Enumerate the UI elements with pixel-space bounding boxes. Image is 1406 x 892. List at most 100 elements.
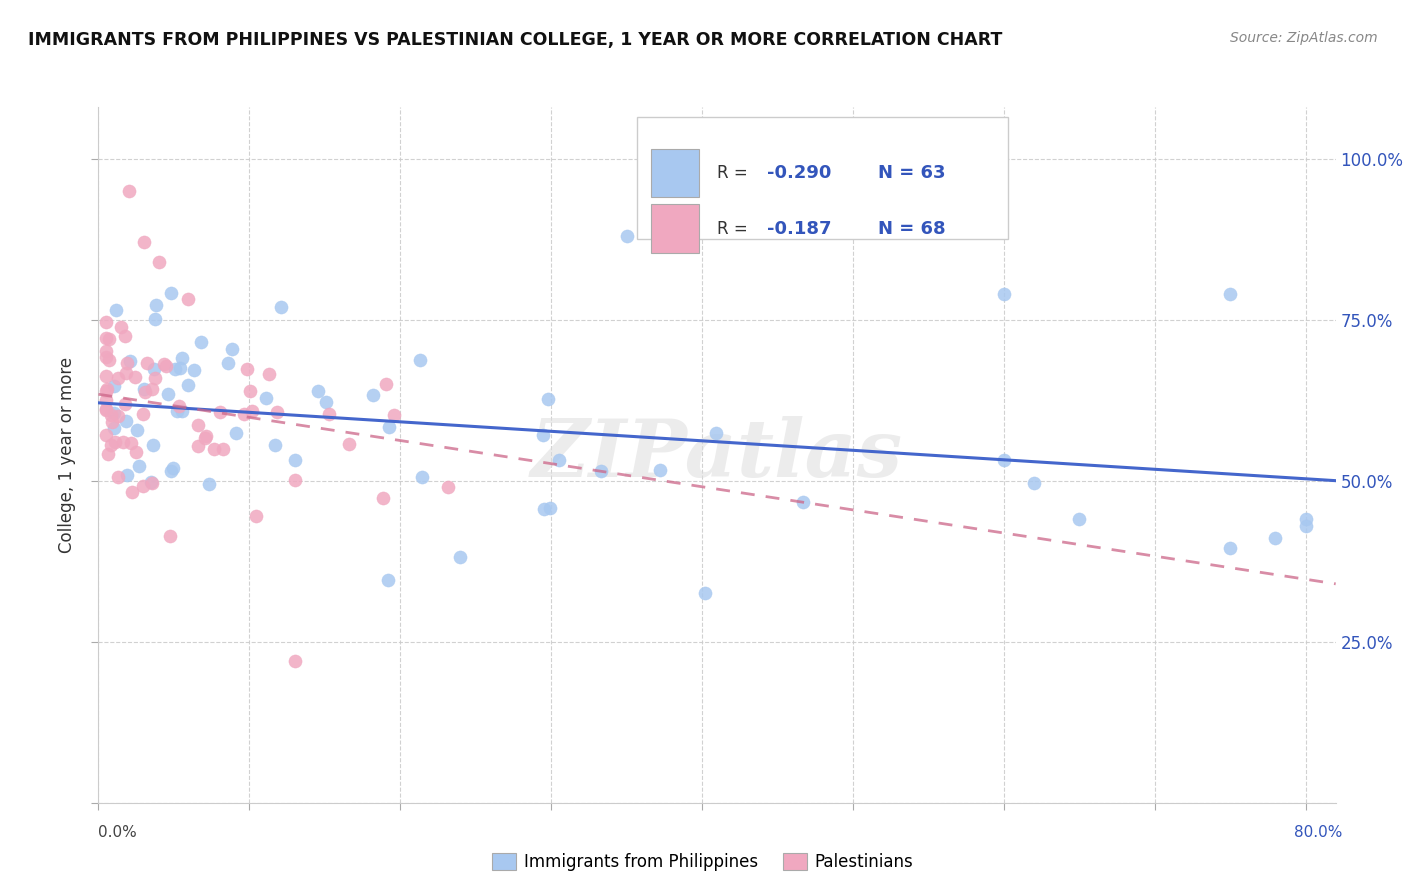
Point bbox=[94, 350, 117, 364]
Point bbox=[284, 452, 307, 467]
Point bbox=[94, 331, 117, 345]
Point bbox=[141, 476, 163, 491]
Point bbox=[114, 366, 136, 380]
Point bbox=[94, 427, 117, 442]
Point bbox=[198, 477, 221, 491]
Point bbox=[183, 362, 205, 376]
Point bbox=[132, 408, 155, 422]
Point bbox=[217, 356, 239, 370]
Point bbox=[101, 416, 124, 430]
Text: N = 68: N = 68 bbox=[877, 219, 945, 238]
Point bbox=[132, 383, 155, 397]
Point bbox=[143, 362, 166, 376]
Text: -0.290: -0.290 bbox=[766, 164, 831, 182]
Point bbox=[1295, 518, 1317, 533]
Point bbox=[1022, 475, 1045, 490]
Text: N = 63: N = 63 bbox=[877, 164, 945, 182]
Point bbox=[170, 403, 193, 417]
Point bbox=[114, 329, 136, 343]
Point bbox=[792, 495, 814, 509]
Point bbox=[436, 480, 458, 494]
Point bbox=[225, 425, 247, 440]
Point bbox=[233, 408, 256, 422]
Point bbox=[160, 464, 183, 478]
Point bbox=[117, 467, 139, 482]
Point bbox=[1069, 512, 1091, 526]
Text: 80.0%: 80.0% bbox=[1295, 825, 1343, 840]
Point bbox=[121, 484, 143, 499]
Point bbox=[190, 334, 212, 349]
Point bbox=[157, 387, 180, 401]
Legend: Immigrants from Philippines, Palestinians: Immigrants from Philippines, Palestinian… bbox=[484, 845, 922, 880]
Point bbox=[693, 585, 716, 599]
Point bbox=[125, 445, 148, 459]
Text: Source: ZipAtlas.com: Source: ZipAtlas.com bbox=[1230, 31, 1378, 45]
Point bbox=[118, 353, 141, 368]
Point bbox=[318, 407, 340, 421]
Point bbox=[167, 399, 190, 413]
Point bbox=[373, 491, 395, 506]
Point bbox=[134, 384, 156, 399]
Point bbox=[374, 376, 396, 391]
Point bbox=[94, 384, 117, 399]
Point bbox=[169, 361, 191, 376]
Point bbox=[94, 315, 117, 329]
Point bbox=[239, 384, 262, 399]
Point bbox=[107, 371, 129, 385]
Point bbox=[257, 367, 280, 381]
Point bbox=[100, 438, 122, 452]
Point bbox=[187, 439, 209, 453]
Point bbox=[538, 500, 561, 515]
Point bbox=[141, 382, 163, 396]
Point bbox=[221, 342, 243, 356]
Point bbox=[236, 362, 259, 376]
Point bbox=[135, 356, 157, 370]
Point bbox=[153, 357, 176, 371]
Point bbox=[176, 293, 198, 307]
Point bbox=[449, 549, 471, 564]
Text: R =: R = bbox=[717, 219, 754, 238]
Point bbox=[162, 461, 184, 475]
Text: -0.187: -0.187 bbox=[766, 219, 831, 238]
Point bbox=[94, 402, 117, 417]
Point bbox=[166, 404, 188, 418]
FancyBboxPatch shape bbox=[651, 149, 699, 197]
Point bbox=[98, 332, 121, 346]
Point bbox=[177, 377, 200, 392]
Text: ZIPatlas: ZIPatlas bbox=[531, 417, 903, 493]
Point bbox=[254, 391, 277, 405]
Point bbox=[100, 408, 122, 422]
Point bbox=[107, 409, 129, 424]
Point bbox=[377, 574, 399, 588]
Point bbox=[145, 298, 167, 312]
Point bbox=[115, 356, 138, 370]
Point bbox=[115, 414, 138, 428]
Point bbox=[537, 392, 560, 406]
Point bbox=[284, 654, 307, 668]
Point bbox=[117, 184, 139, 198]
Point bbox=[363, 388, 385, 402]
Point bbox=[307, 384, 329, 399]
Point bbox=[111, 434, 134, 449]
Point bbox=[110, 319, 132, 334]
Text: 0.0%: 0.0% bbox=[98, 825, 138, 840]
Point bbox=[194, 429, 217, 443]
Point bbox=[1219, 541, 1241, 556]
Point bbox=[993, 286, 1015, 301]
Point bbox=[103, 421, 125, 435]
Point bbox=[159, 529, 181, 543]
Point bbox=[114, 396, 136, 410]
Point bbox=[1264, 531, 1286, 545]
Point bbox=[993, 453, 1015, 467]
Y-axis label: College, 1 year or more: College, 1 year or more bbox=[58, 357, 76, 553]
Point bbox=[648, 463, 671, 477]
Point bbox=[127, 423, 149, 437]
Point bbox=[94, 392, 117, 407]
Point bbox=[143, 312, 166, 326]
FancyBboxPatch shape bbox=[651, 204, 699, 253]
Point bbox=[96, 382, 118, 396]
Point bbox=[155, 359, 177, 373]
Point bbox=[128, 459, 150, 474]
Point bbox=[120, 436, 142, 450]
Point bbox=[377, 419, 399, 434]
